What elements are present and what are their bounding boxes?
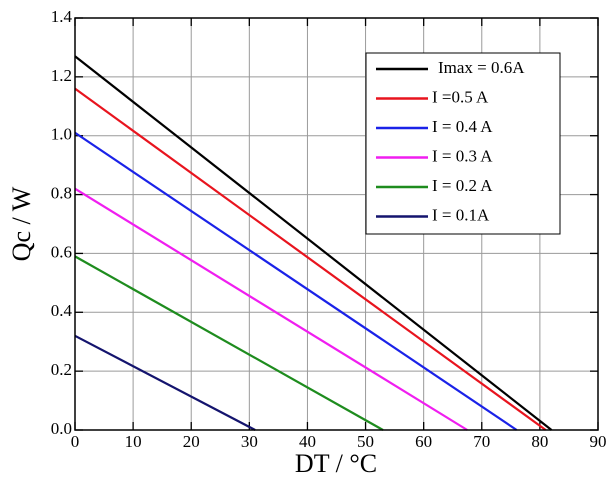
legend-label: I = 0.1A [432,205,490,224]
x-tick-label: 90 [590,432,607,451]
legend-label: I =0.5 A [432,87,489,106]
x-tick-label: 50 [357,432,374,451]
legend-label: I = 0.2 A [432,176,493,195]
y-tick-label: 1.4 [51,7,73,26]
y-tick-label: 0.4 [51,301,73,320]
x-tick-label: 20 [183,432,200,451]
y-tick-label: 0.2 [51,360,72,379]
legend-label: I = 0.3 A [432,146,493,165]
legend-box [365,52,561,235]
y-tick-label: 1.2 [51,66,72,85]
series-line [74,187,468,431]
y-tick-label: 0.8 [51,183,72,202]
x-tick-label: 60 [415,432,432,451]
x-tick-label: 0 [71,432,80,451]
y-axis-title: Qc / W [7,186,36,261]
series-line [74,55,553,431]
series-line [74,255,384,431]
series-line [74,131,518,431]
series-line [74,87,547,431]
x-tick-label: 70 [473,432,490,451]
y-tick-label: 0.6 [51,242,72,261]
legend-label: I = 0.4 A [432,117,493,136]
legend-label: Imax = 0.6A [438,58,525,77]
x-axis-title: DT / °C [295,449,377,478]
x-tick-label: 80 [531,432,548,451]
x-tick-label: 30 [241,432,258,451]
x-tick-label: 40 [299,432,316,451]
y-tick-label: 1.0 [51,125,72,144]
y-tick-label: 0.0 [51,419,72,438]
plot-frame [74,17,599,431]
series-line [74,334,256,431]
x-tick-label: 10 [125,432,142,451]
